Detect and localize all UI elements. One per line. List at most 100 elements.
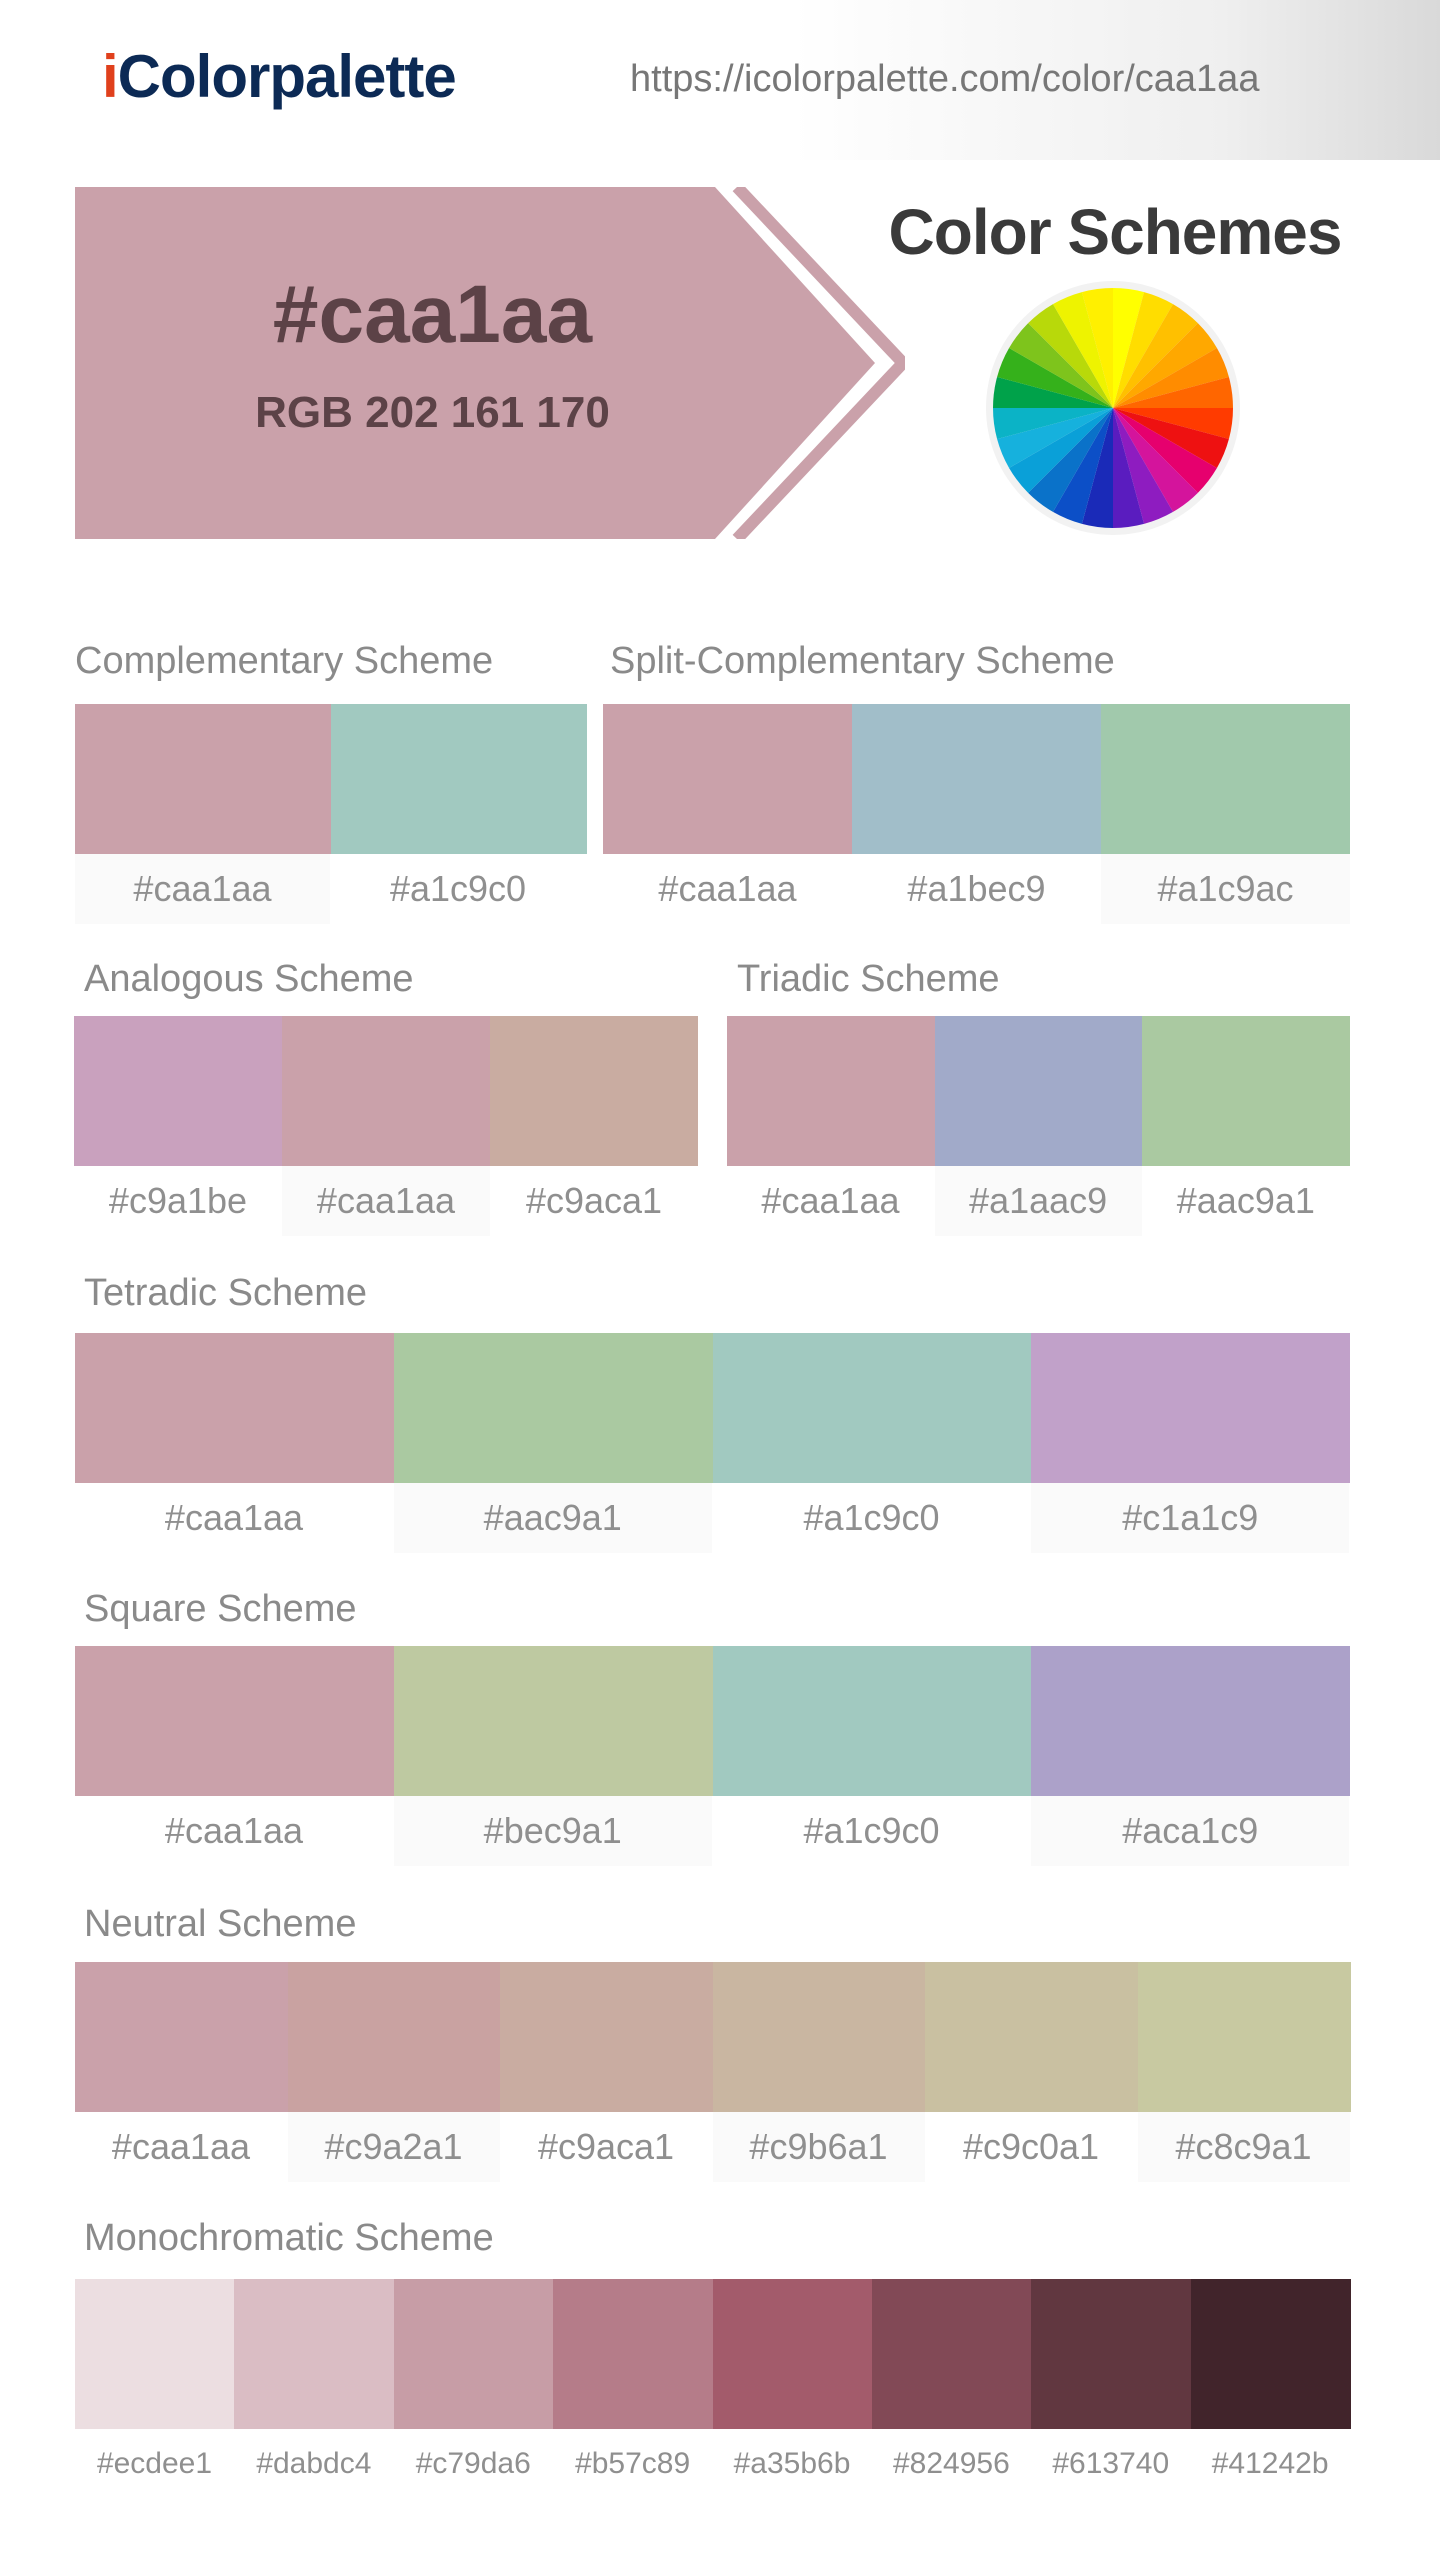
color-hex-label[interactable]: #caa1aa xyxy=(75,854,330,924)
color-swatch[interactable] xyxy=(603,704,852,854)
color-hex-label[interactable]: #c9a1be xyxy=(108,1180,248,1221)
wheel-segment xyxy=(1113,408,1233,440)
hero-color-block xyxy=(75,187,715,539)
wheel-segment xyxy=(997,348,1113,408)
color-hex-label[interactable]: #a1c9c0 xyxy=(803,1810,940,1851)
color-hex-label[interactable]: #a1c9c0 xyxy=(803,1497,940,1538)
color-swatch[interactable] xyxy=(75,1962,288,2112)
color-schemes-title: Color Schemes xyxy=(888,196,1343,268)
site-logo[interactable]: iColorpalette xyxy=(102,42,457,111)
color-swatch[interactable] xyxy=(330,704,587,854)
monochromatic-scheme-title: Monochromatic Scheme xyxy=(84,2217,494,2259)
wheel-segment xyxy=(1053,408,1113,524)
color-hex-label[interactable]: #a1aac9 xyxy=(934,1166,1142,1236)
color-hex-label[interactable]: #caa1aa xyxy=(761,1180,900,1221)
logo-i: i xyxy=(102,43,119,110)
color-hex-label[interactable]: #a1c9ac xyxy=(1101,854,1350,924)
color-swatch[interactable] xyxy=(1190,2279,1351,2429)
color-hex-label[interactable]: #ecdee1 xyxy=(96,2447,213,2480)
color-hex-label[interactable]: #caa1aa xyxy=(164,1497,304,1538)
color-hex-label[interactable]: #c9aca1 xyxy=(537,2126,675,2167)
color-swatch[interactable] xyxy=(553,2279,714,2429)
hero-arrow xyxy=(715,187,905,539)
page-url: https://icolorpalette.com/color/caa1aa xyxy=(630,58,1260,100)
tetradic-scheme-title: Tetradic Scheme xyxy=(84,1272,368,1314)
color-swatch[interactable] xyxy=(712,1962,926,2112)
wheel-segment xyxy=(1113,408,1229,468)
color-hex-label[interactable]: #41242b xyxy=(1211,2447,1329,2480)
color-swatch[interactable] xyxy=(393,1333,713,1483)
color-hex-label[interactable]: #c1a1c9 xyxy=(1031,1483,1350,1553)
color-swatch[interactable] xyxy=(74,1016,282,1166)
color-hex-label[interactable]: #caa1aa xyxy=(164,1810,304,1851)
color-hex-label[interactable]: #caa1aa xyxy=(282,1166,490,1236)
color-swatch[interactable] xyxy=(1101,704,1350,854)
color-swatch[interactable] xyxy=(393,1646,713,1796)
color-swatch[interactable] xyxy=(234,2279,395,2429)
color-hex-label[interactable]: #caa1aa xyxy=(658,868,797,909)
color-swatch[interactable] xyxy=(1031,1646,1351,1796)
color-swatch[interactable] xyxy=(75,1646,394,1796)
color-swatch[interactable] xyxy=(1031,2279,1192,2429)
color-hex-label[interactable]: #c9a2a1 xyxy=(287,2112,500,2182)
color-swatch[interactable] xyxy=(1031,1333,1351,1483)
color-hex-label[interactable]: #b57c89 xyxy=(575,2447,691,2480)
analogous-scheme-title: Analogous Scheme xyxy=(84,958,414,1000)
wheel-segment xyxy=(1113,408,1145,528)
color-hex-label[interactable]: #c9aca1 xyxy=(525,1180,663,1221)
color-swatch[interactable] xyxy=(1137,1962,1351,2112)
neutral-scheme-title: Neutral Scheme xyxy=(84,1903,357,1945)
color-swatch[interactable] xyxy=(925,1962,1138,2112)
color-swatch[interactable] xyxy=(75,704,331,854)
color-hex-label[interactable]: #a1c9c0 xyxy=(389,868,527,909)
color-swatch[interactable] xyxy=(75,1333,394,1483)
color-hex-label[interactable]: #a1bec9 xyxy=(907,868,1046,909)
wheel-segment xyxy=(1113,323,1217,408)
color-hex-label[interactable]: #c79da6 xyxy=(415,2447,531,2480)
wheel-segment xyxy=(997,408,1113,468)
color-hex-label[interactable]: #dabdc4 xyxy=(256,2447,372,2480)
wheel-segment xyxy=(1113,408,1173,524)
wheel-segment xyxy=(1081,408,1113,528)
color-swatch[interactable] xyxy=(727,1016,935,1166)
color-hex-label[interactable]: #c9b6a1 xyxy=(712,2112,925,2182)
color-swatch[interactable] xyxy=(712,1646,1032,1796)
wheel-segment xyxy=(1053,292,1113,408)
color-swatch[interactable] xyxy=(934,1016,1143,1166)
wheel-segment xyxy=(1113,408,1217,493)
color-swatch[interactable] xyxy=(75,2279,235,2429)
color-hex-label[interactable]: #613740 xyxy=(1052,2447,1170,2480)
top-bar xyxy=(0,0,1440,160)
color-swatch[interactable] xyxy=(712,2279,873,2429)
wheel-segment xyxy=(1081,288,1113,408)
wheel-segment xyxy=(1113,408,1198,512)
wheel-segment xyxy=(1113,304,1198,408)
color-swatch[interactable] xyxy=(282,1016,490,1166)
triadic-scheme-title: Triadic Scheme xyxy=(737,958,1000,1000)
color-swatch[interactable] xyxy=(1142,1016,1351,1166)
color-hex-label[interactable]: #c8c9a1 xyxy=(1137,2112,1350,2182)
hero-rgb: RGB 202 161 170 xyxy=(255,388,610,437)
wheel-segment xyxy=(1009,323,1113,408)
color-hex-label[interactable]: #a35b6b xyxy=(733,2447,851,2480)
color-hex-label[interactable]: #aca1c9 xyxy=(1031,1796,1350,1866)
color-hex-label[interactable]: #824956 xyxy=(892,2447,1010,2480)
color-hex-label[interactable]: #c9c0a1 xyxy=(962,2126,1100,2167)
color-hex-label[interactable]: #aac9a1 xyxy=(393,1483,712,1553)
color-swatch[interactable] xyxy=(393,2279,554,2429)
complementary-scheme-title: Complementary Scheme xyxy=(75,640,494,682)
color-swatch[interactable] xyxy=(871,2279,1032,2429)
color-hex-label[interactable]: #bec9a1 xyxy=(393,1796,712,1866)
wheel-segment xyxy=(1028,304,1113,408)
color-swatch[interactable] xyxy=(490,1016,698,1166)
wheel-segment xyxy=(1009,408,1113,493)
hero-arrow-fill xyxy=(715,187,875,539)
color-swatch[interactable] xyxy=(712,1333,1032,1483)
color-swatch[interactable] xyxy=(852,704,1101,854)
color-swatch[interactable] xyxy=(500,1962,713,2112)
color-swatch[interactable] xyxy=(287,1962,501,2112)
split-scheme-title: Split-Complementary Scheme xyxy=(610,640,1115,682)
wheel-segment xyxy=(1113,376,1233,408)
color-hex-label[interactable]: #aac9a1 xyxy=(1176,1180,1315,1221)
color-hex-label[interactable]: #caa1aa xyxy=(111,2126,251,2167)
